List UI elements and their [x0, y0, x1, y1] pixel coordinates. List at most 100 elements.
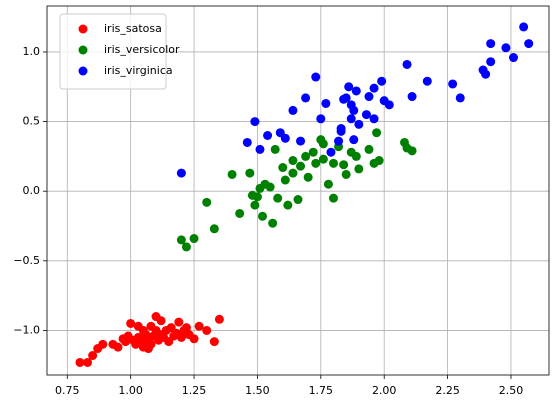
- point: [133, 321, 143, 331]
- point: [242, 137, 252, 147]
- point: [519, 22, 529, 32]
- point: [181, 242, 191, 252]
- point: [296, 161, 306, 171]
- point: [308, 147, 318, 157]
- point: [486, 39, 496, 49]
- point: [296, 136, 306, 146]
- legend-marker: [78, 45, 88, 55]
- point: [349, 135, 359, 145]
- point: [361, 110, 371, 120]
- x-tick-label: 2.25: [435, 384, 460, 397]
- point: [235, 208, 245, 218]
- y-tick-label: −1.0: [13, 323, 40, 336]
- x-tick-label: 1.00: [118, 384, 143, 397]
- point: [209, 224, 219, 234]
- point: [316, 114, 326, 124]
- x-tick-label: 2.00: [372, 384, 397, 397]
- point: [258, 211, 268, 221]
- point: [344, 82, 354, 92]
- point: [250, 200, 260, 210]
- point: [326, 147, 336, 157]
- x-tick-label: 2.50: [499, 384, 524, 397]
- point: [501, 43, 511, 53]
- point: [339, 94, 349, 104]
- point: [189, 234, 199, 244]
- legend-marker: [78, 24, 88, 34]
- point: [121, 337, 131, 347]
- point: [283, 200, 293, 210]
- point: [83, 357, 93, 367]
- point: [293, 195, 303, 205]
- point: [303, 172, 313, 182]
- point: [278, 163, 288, 173]
- y-tick-label: 0.0: [23, 184, 41, 197]
- point: [209, 337, 219, 347]
- point: [341, 169, 351, 179]
- point: [280, 175, 290, 185]
- point: [194, 321, 204, 331]
- y-tick-label: 1.0: [23, 45, 41, 58]
- legend-label: iris_virginica: [104, 64, 173, 77]
- point: [336, 126, 346, 136]
- point: [351, 86, 361, 96]
- point: [481, 69, 491, 79]
- point: [318, 139, 328, 149]
- point: [270, 144, 280, 154]
- point: [407, 92, 417, 102]
- point: [227, 169, 237, 179]
- point: [448, 79, 458, 89]
- point: [202, 197, 212, 207]
- point: [88, 351, 98, 361]
- point: [351, 151, 361, 161]
- point: [250, 117, 260, 127]
- point: [311, 72, 321, 82]
- point: [364, 92, 374, 102]
- point: [202, 325, 212, 335]
- point: [321, 98, 331, 108]
- y-tick-label: −0.5: [13, 254, 40, 267]
- point: [126, 318, 136, 328]
- point: [288, 105, 298, 115]
- x-tick-label: 1.25: [182, 384, 207, 397]
- point: [181, 323, 191, 333]
- point: [288, 168, 298, 178]
- point: [245, 168, 255, 178]
- point: [328, 158, 338, 168]
- legend-marker: [78, 66, 88, 76]
- point: [369, 114, 379, 124]
- y-tick-label: 0.5: [23, 115, 41, 128]
- point: [273, 193, 283, 203]
- point: [354, 164, 364, 174]
- point: [301, 93, 311, 103]
- point: [346, 114, 356, 124]
- point: [98, 339, 108, 349]
- point: [113, 342, 123, 352]
- point: [301, 151, 311, 161]
- point: [377, 76, 387, 86]
- point: [346, 100, 356, 110]
- point: [422, 76, 432, 86]
- point: [364, 144, 374, 154]
- point: [189, 334, 199, 344]
- point: [374, 156, 384, 166]
- point: [455, 93, 465, 103]
- point: [176, 332, 186, 342]
- point: [334, 136, 344, 146]
- point: [524, 39, 534, 49]
- point: [288, 156, 298, 166]
- point: [354, 119, 364, 129]
- legend-label: iris_versicolor: [104, 43, 180, 56]
- point: [143, 344, 153, 354]
- point: [339, 160, 349, 170]
- point: [252, 192, 262, 202]
- point: [263, 130, 273, 140]
- point: [268, 218, 278, 228]
- x-tick-label: 1.50: [245, 384, 270, 397]
- point: [280, 133, 290, 143]
- point: [384, 100, 394, 110]
- point: [486, 57, 496, 67]
- point: [265, 182, 275, 192]
- point: [402, 59, 412, 69]
- point: [509, 53, 519, 63]
